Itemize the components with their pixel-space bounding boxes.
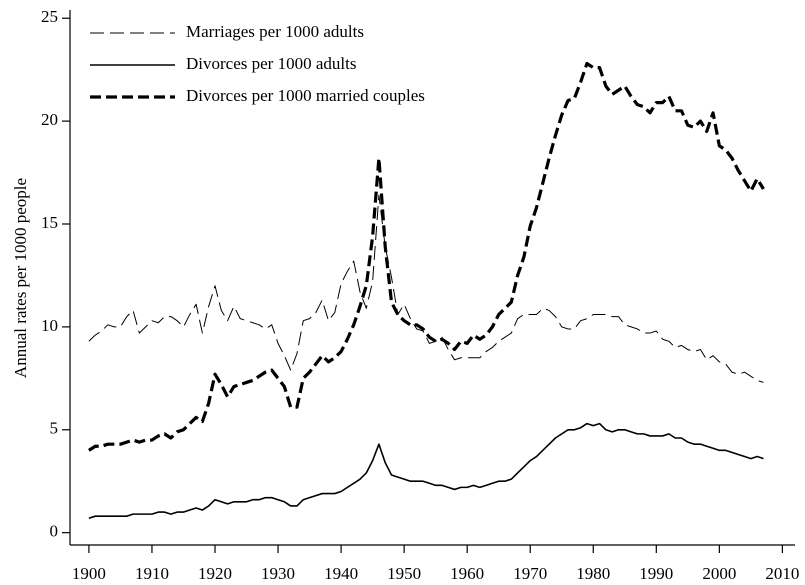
x-tick-label: 1960: [450, 564, 484, 583]
x-tick-label: 1980: [576, 564, 610, 583]
y-tick-label: 15: [41, 213, 58, 232]
series-line: [88, 422, 764, 520]
x-tick-label: 1900: [72, 564, 106, 583]
y-tick-label: 0: [50, 522, 59, 541]
x-tick-label: 2010: [765, 564, 799, 583]
x-tick-label: 1910: [135, 564, 169, 583]
legend-label: Divorces per 1000 adults: [186, 54, 356, 73]
x-tick-label: 1950: [387, 564, 421, 583]
x-tick-label: 2000: [702, 564, 736, 583]
series-line: [88, 61, 765, 452]
x-tick-label: 1930: [261, 564, 295, 583]
y-tick-label: 20: [41, 110, 58, 129]
y-tick-label: 25: [41, 7, 58, 26]
series-line: [88, 194, 764, 383]
x-tick-label: 1940: [324, 564, 358, 583]
x-tick-label: 1970: [513, 564, 547, 583]
y-tick-label: 10: [41, 316, 58, 335]
x-tick-label: 1990: [639, 564, 673, 583]
y-axis-label: Annual rates per 1000 people: [11, 178, 30, 378]
y-tick-label: 5: [50, 419, 59, 438]
x-tick-label: 1920: [198, 564, 232, 583]
legend-label: Marriages per 1000 adults: [186, 22, 364, 41]
legend-label: Divorces per 1000 married couples: [186, 86, 425, 105]
